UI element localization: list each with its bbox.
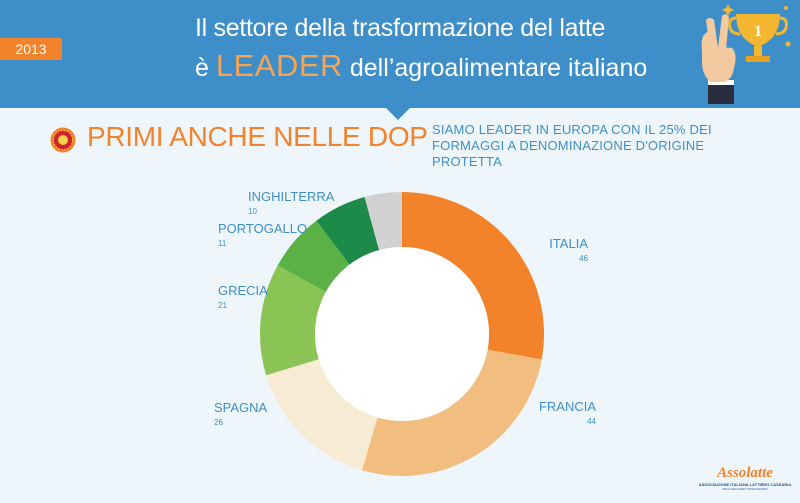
title-highlight: LEADER — [215, 48, 343, 83]
svg-text:1: 1 — [754, 23, 762, 40]
slice-altri — [364, 192, 402, 251]
subtitle-line1: SIAMO LEADER IN EUROPA CON IL 25% DEI — [432, 122, 712, 137]
slice-spagna — [266, 359, 378, 471]
section-title: PRIMI ANCHE NELLE DOP — [87, 121, 428, 152]
label-grecia: GRECIA — [218, 283, 268, 298]
value-francia: 44 — [587, 417, 596, 426]
value-spagna: 26 — [214, 418, 223, 427]
slice-portogallo — [277, 220, 350, 292]
header-banner — [0, 0, 800, 108]
subtitle-line2: FORMAGGI A DENOMINAZIONE D'ORIGINE PROTE… — [432, 138, 705, 169]
logo-sub1: ASSOCIAZIONE ITALIANA LATTIERO CASEARIA — [698, 482, 792, 487]
label-inghilterra: INGHILTERRA — [248, 189, 335, 204]
donut-hole — [315, 247, 489, 421]
slice-italia — [402, 192, 544, 360]
value-inghilterra: 10 — [248, 207, 257, 216]
trophy-hand-icon: 1 — [701, 4, 791, 104]
value-portogallo: 11 — [218, 239, 227, 248]
header-pointer — [386, 108, 410, 120]
label-francia: FRANCIA — [539, 399, 596, 414]
assolatte-logo: Assolatte ASSOCIAZIONE ITALIANA LATTIERO… — [695, 465, 795, 491]
year-badge: 2013 — [0, 38, 62, 60]
slice-francia — [361, 349, 542, 477]
title-pre: è — [195, 54, 209, 82]
slice-grecia — [259, 265, 326, 376]
label-spagna: SPAGNA — [214, 400, 268, 415]
title-post: dell’agroalimentare italiano — [349, 54, 648, 82]
logo-name: Assolatte — [717, 465, 773, 481]
header-title-line2: è LEADER dell’agroalimentare italiano — [195, 48, 647, 84]
dop-seal-icon — [50, 127, 76, 153]
slice-inghilterra — [316, 197, 380, 265]
label-portogallo: PORTOGALLO — [218, 221, 307, 236]
logo-sub2: MILK AND DAIRY ASSOCIATION — [722, 487, 768, 491]
value-italia: 46 — [579, 254, 588, 263]
label-italia: ITALIA — [549, 236, 588, 251]
section-subtitle: SIAMO LEADER IN EUROPA CON IL 25% DEI FO… — [432, 122, 762, 170]
value-grecia: 21 — [218, 301, 227, 310]
header-title-line1: Il settore della trasformazione del latt… — [195, 14, 606, 42]
